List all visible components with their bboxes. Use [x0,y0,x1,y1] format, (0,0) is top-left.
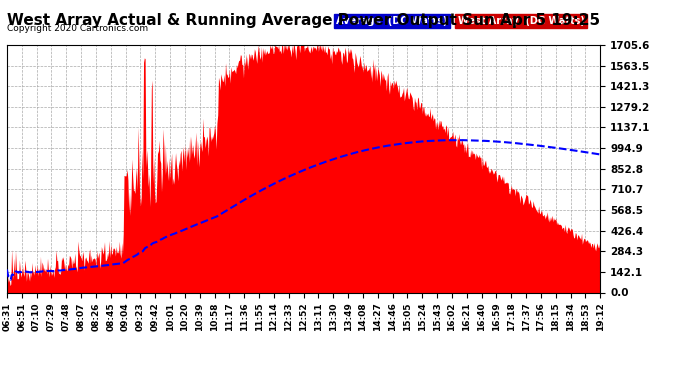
Text: West Array  (DC Watts): West Array (DC Watts) [458,16,584,26]
Text: West Array Actual & Running Average Power Output Sun Apr 5 19:25: West Array Actual & Running Average Powe… [7,13,600,28]
Text: Average  (DC Watts): Average (DC Watts) [336,16,448,26]
Text: Copyright 2020 Cartronics.com: Copyright 2020 Cartronics.com [7,24,148,33]
